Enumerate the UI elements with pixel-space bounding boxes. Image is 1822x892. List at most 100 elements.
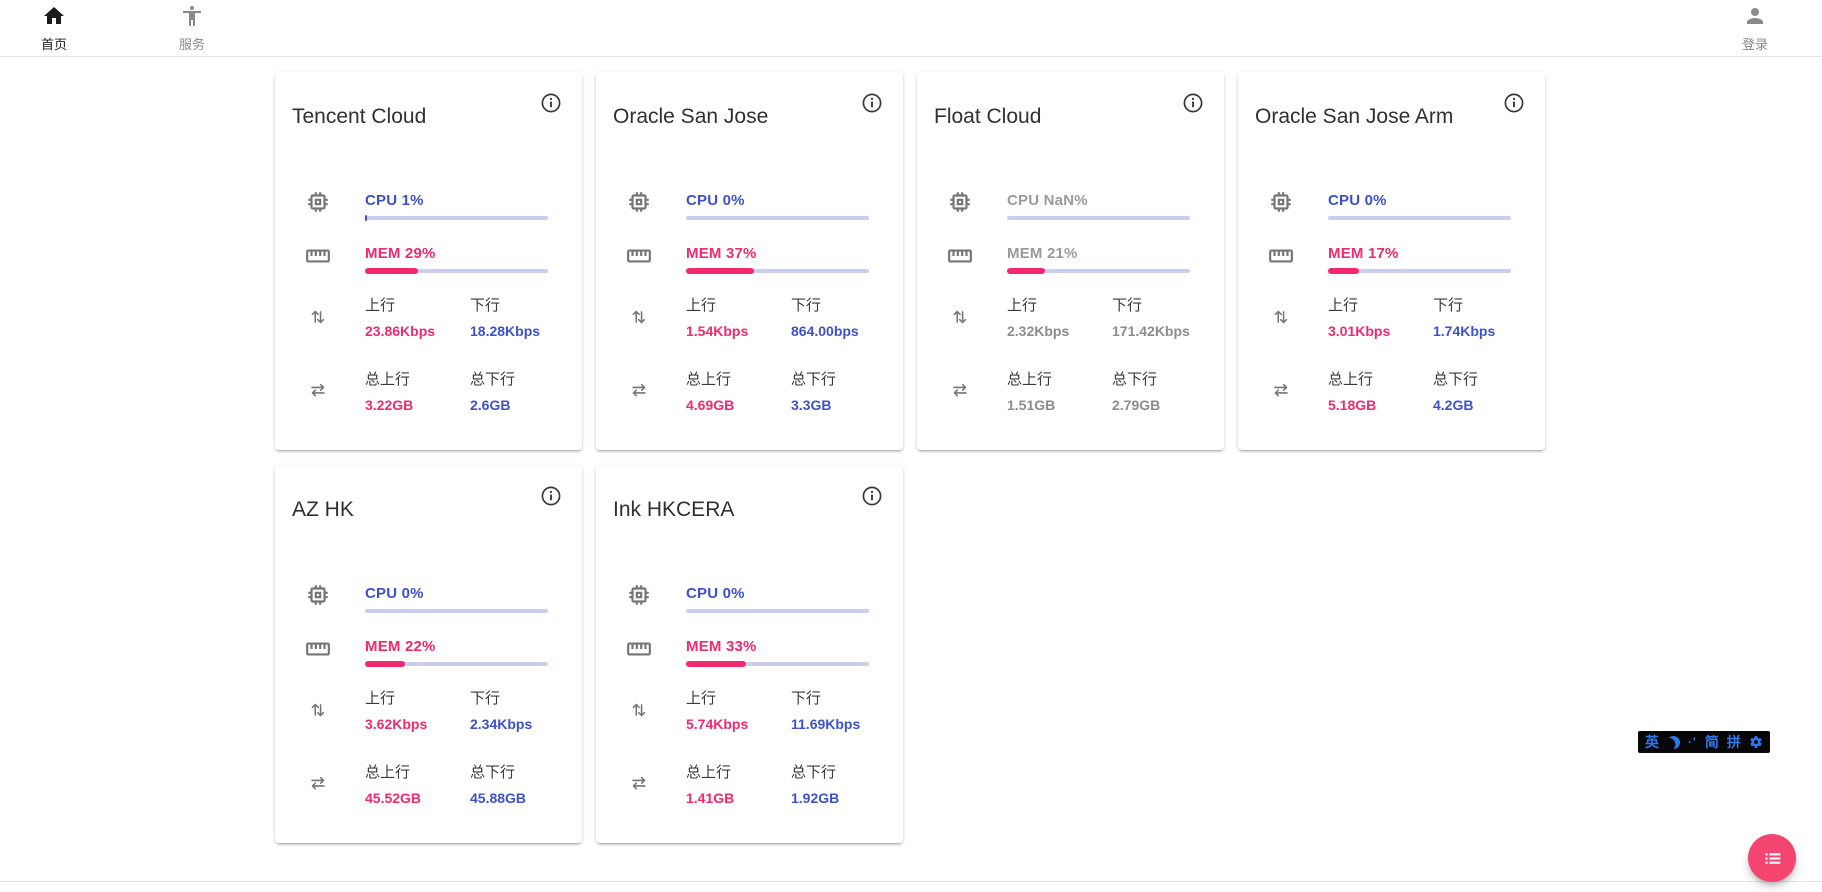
total-row: 总上行 3.22GB 总下行 2.6GB — [365, 368, 575, 413]
info-icon[interactable] — [539, 91, 563, 115]
download-label: 下行 — [470, 690, 501, 707]
input-method-bar[interactable]: 英 ·' 简 拼 — [1638, 731, 1770, 753]
top-nav: 首页 服务 登录 — [0, 0, 1822, 57]
mem-progress-bar — [686, 268, 869, 274]
upload-speed: 2.32Kbps — [1007, 323, 1070, 339]
cpu-meter: CPU 0% — [1328, 192, 1511, 220]
download-label: 下行 — [1112, 297, 1143, 314]
total-row: 总上行 5.18GB 总下行 4.2GB — [1328, 368, 1538, 413]
server-name: Ink HKCERA — [613, 498, 735, 521]
gear-icon[interactable] — [1749, 735, 1763, 749]
total-row: 总上行 1.51GB 总下行 2.79GB — [1007, 368, 1217, 413]
mem-meter: MEM 21% — [1007, 245, 1190, 274]
swap-horizontal-icon — [1270, 377, 1292, 403]
ime-pinyin-indicator[interactable]: 拼 — [1726, 734, 1741, 750]
total-upload-label: 总上行 — [365, 764, 411, 781]
cpu-meter: CPU 1% — [365, 192, 548, 221]
total-download-value: 3.3GB — [791, 397, 832, 413]
moon-icon[interactable] — [1666, 734, 1682, 750]
total-upload-value: 45.52GB — [365, 790, 422, 806]
updown-arrows-icon — [1270, 304, 1292, 330]
nav-login-label: 登录 — [1741, 37, 1768, 52]
swap-horizontal-icon — [949, 377, 971, 403]
cpu-usage-label: CPU 0% — [686, 585, 745, 602]
nav-services-label: 服务 — [178, 37, 205, 52]
nav-left: 首页 服务 — [30, 0, 216, 57]
info-icon[interactable] — [1181, 91, 1205, 115]
mem-progress-bar — [1328, 268, 1511, 274]
cpu-progress-bar — [365, 215, 548, 221]
mem-meter: MEM 22% — [365, 638, 548, 667]
list-icon — [1762, 848, 1783, 869]
mem-usage-label: MEM 33% — [686, 638, 757, 655]
download-speed: 18.28Kbps — [470, 323, 541, 339]
total-row: 总上行 1.41GB 总下行 1.92GB — [686, 761, 896, 806]
memory-ruler-icon — [626, 243, 652, 269]
server-list-fab[interactable] — [1748, 834, 1796, 882]
server-name: AZ HK — [292, 498, 354, 521]
mem-progress-fill — [1007, 268, 1046, 274]
mem-progress-bar — [365, 661, 548, 667]
total-download-value: 2.6GB — [470, 397, 511, 413]
cpu-chip-icon — [305, 582, 331, 608]
total-download-label: 总下行 — [791, 371, 837, 388]
swap-horizontal-icon — [628, 377, 650, 403]
mem-usage-label: MEM 17% — [1328, 245, 1399, 262]
upload-label: 上行 — [1007, 297, 1038, 314]
upload-speed: 1.54Kbps — [686, 323, 749, 339]
total-row: 总上行 4.69GB 总下行 3.3GB — [686, 368, 896, 413]
info-icon[interactable] — [860, 91, 884, 115]
total-download-label: 总下行 — [1112, 371, 1158, 388]
server-card-tencent-cloud: Tencent Cloud CPU 1% MEM 29% 上行 23.86Kbp… — [275, 72, 582, 450]
cpu-meter: CPU 0% — [365, 585, 548, 613]
mem-progress-bar — [1007, 268, 1190, 274]
upload-label: 上行 — [686, 690, 717, 707]
download-label: 下行 — [791, 690, 822, 707]
download-speed: 864.00bps — [791, 323, 859, 339]
download-label: 下行 — [470, 297, 501, 314]
server-name: Tencent Cloud — [292, 105, 427, 128]
speed-row: 上行 1.54Kbps 下行 864.00bps — [686, 294, 896, 339]
ime-english-indicator[interactable]: 英 — [1645, 734, 1659, 750]
info-icon[interactable] — [539, 484, 563, 508]
nav-item-login[interactable]: 登录 — [1731, 4, 1779, 53]
mem-progress-fill — [1328, 268, 1360, 274]
server-card-ink-hkcera: Ink HKCERA CPU 0% MEM 33% 上行 5.74Kbps — [596, 465, 903, 843]
swap-horizontal-icon — [307, 377, 329, 403]
total-upload-value: 5.18GB — [1328, 397, 1377, 413]
updown-arrows-icon — [949, 304, 971, 330]
total-upload-value: 1.41GB — [686, 790, 735, 806]
cpu-progress-bar — [1007, 216, 1190, 220]
nav-home-label: 首页 — [40, 37, 67, 52]
mem-progress-fill — [686, 661, 747, 667]
total-download-value: 1.92GB — [791, 790, 840, 806]
updown-arrows-icon — [307, 304, 329, 330]
nav-item-home[interactable]: 首页 — [30, 4, 78, 53]
total-upload-label: 总上行 — [1328, 371, 1374, 388]
mem-usage-label: MEM 21% — [1007, 245, 1078, 262]
server-card-az-hk: AZ HK CPU 0% MEM 22% 上行 3.62Kbps 下行 — [275, 465, 582, 843]
memory-ruler-icon — [1268, 243, 1294, 269]
total-upload-label: 总上行 — [686, 764, 732, 781]
total-upload-label: 总上行 — [1007, 371, 1053, 388]
ime-punctuation-indicator[interactable]: ·' — [1688, 735, 1697, 749]
cpu-usage-label: CPU 0% — [365, 585, 424, 602]
mem-usage-label: MEM 29% — [365, 245, 436, 262]
info-icon[interactable] — [860, 484, 884, 508]
cpu-meter: CPU 0% — [686, 585, 869, 613]
cpu-progress-bar — [686, 609, 869, 613]
cpu-chip-icon — [947, 189, 973, 215]
total-row: 总上行 45.52GB 总下行 45.88GB — [365, 761, 575, 806]
ime-simplified-indicator[interactable]: 简 — [1704, 734, 1719, 750]
memory-ruler-icon — [305, 243, 331, 269]
cpu-chip-icon — [1268, 189, 1294, 215]
info-icon[interactable] — [1502, 91, 1526, 115]
upload-label: 上行 — [365, 297, 396, 314]
cpu-progress-bar — [365, 609, 548, 613]
cpu-meter: CPU NaN% — [1007, 192, 1190, 220]
server-name: Oracle San Jose Arm — [1255, 105, 1454, 128]
cpu-usage-label: CPU NaN% — [1007, 192, 1088, 209]
nav-item-services[interactable]: 服务 — [168, 4, 216, 53]
swap-horizontal-icon — [307, 770, 329, 796]
